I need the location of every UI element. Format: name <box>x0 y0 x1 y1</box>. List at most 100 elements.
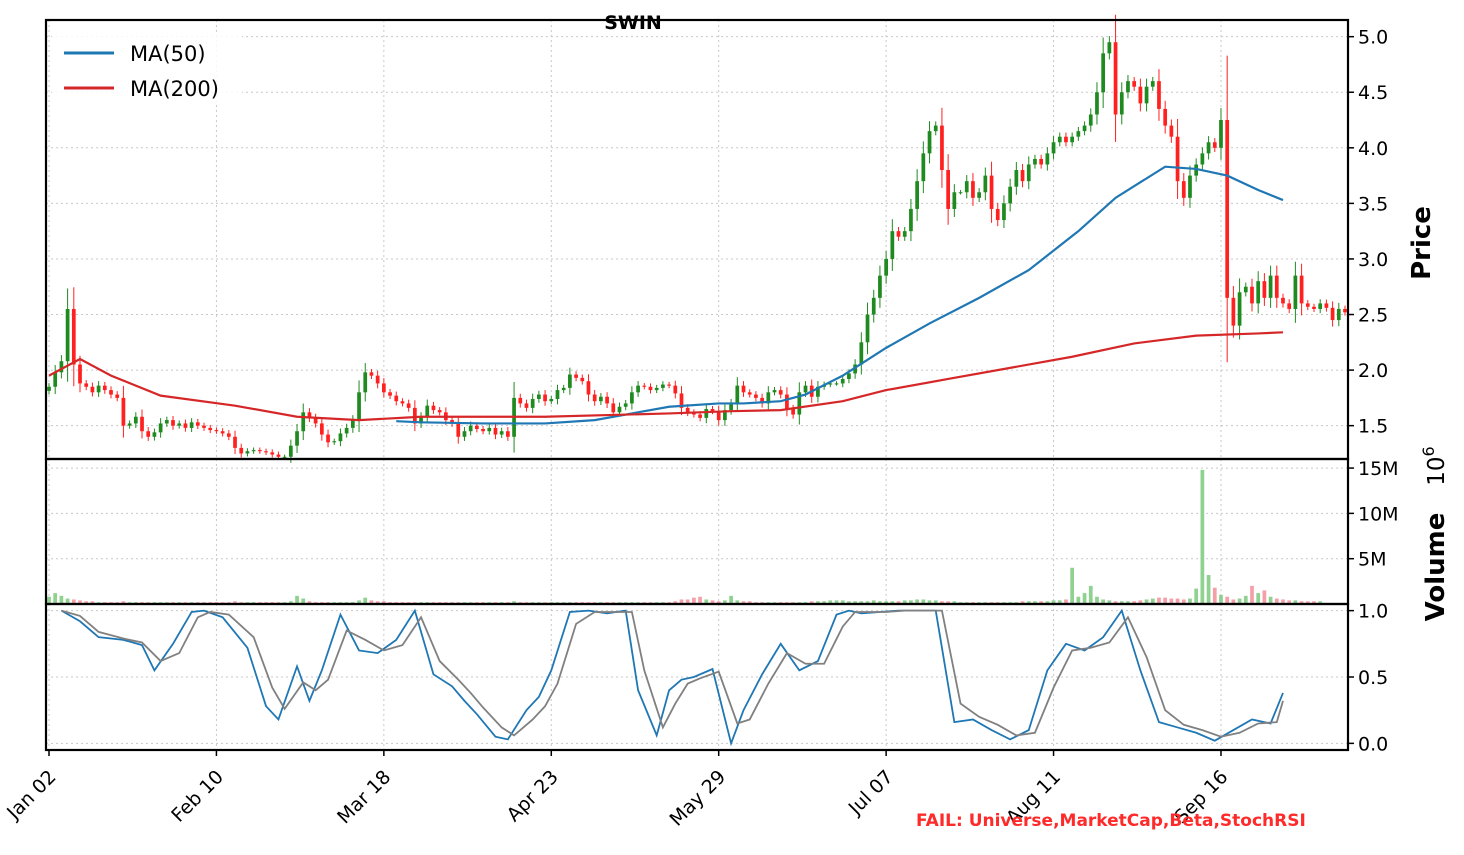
candle-body <box>971 181 975 198</box>
volume-bar <box>828 600 833 604</box>
candle-body <box>1144 86 1149 104</box>
volume-bar <box>1219 594 1223 604</box>
candle-body <box>642 385 647 387</box>
legend-ma200-label: MA(200) <box>130 77 219 101</box>
candle-body <box>654 387 659 391</box>
candle-body <box>568 374 572 388</box>
candle-body <box>543 394 547 402</box>
candle-body <box>319 423 324 435</box>
candle-body <box>940 125 944 171</box>
candle-body <box>1305 303 1310 307</box>
candle-body <box>1299 275 1304 304</box>
candle-body <box>747 392 752 395</box>
price-tick-label: 2.0 <box>1358 360 1388 382</box>
volume-bar <box>1051 600 1056 604</box>
candle-body <box>927 131 932 154</box>
candle-body <box>239 447 244 454</box>
candle-body <box>537 394 541 399</box>
volume-bar <box>1206 575 1211 604</box>
candle-body <box>499 431 504 435</box>
volume-bar <box>1132 601 1137 604</box>
candle-body <box>1057 136 1062 143</box>
volume-bar <box>1194 588 1199 604</box>
candle-body <box>146 431 151 437</box>
volume-bar <box>729 595 733 604</box>
volume-bar <box>710 600 715 604</box>
candle-body <box>307 412 312 418</box>
candle-body <box>1206 142 1211 154</box>
volume-bar <box>1126 601 1130 604</box>
candle-body <box>1076 131 1081 137</box>
candle-body <box>977 192 982 198</box>
candle-body <box>65 308 70 362</box>
candle-body <box>1293 275 1298 309</box>
candle-body <box>282 456 287 458</box>
candle-body <box>1020 170 1025 182</box>
volume-bar <box>940 601 944 604</box>
candle-body <box>1132 81 1137 87</box>
volume-bar <box>1020 601 1025 604</box>
volume-bar <box>1237 598 1242 604</box>
candle-body <box>1256 281 1261 304</box>
volume-bar <box>47 596 51 604</box>
candle-body <box>1336 308 1341 321</box>
price-tick-label: 4.5 <box>1358 82 1388 104</box>
candle-body <box>456 423 461 437</box>
candle-body <box>617 406 622 413</box>
volume-bar <box>735 600 740 604</box>
volume-bar <box>1026 601 1031 604</box>
candle-body <box>152 432 157 437</box>
candle-body <box>834 383 839 385</box>
volume-tick-label: 15M <box>1358 458 1399 480</box>
candle-body <box>226 433 231 437</box>
candle-body <box>648 386 653 391</box>
volume-bar <box>834 600 839 604</box>
candle-body <box>716 411 721 421</box>
candle-body <box>1008 186 1013 204</box>
candle-body <box>636 385 640 393</box>
volume-bar <box>357 600 361 604</box>
candle-body <box>208 427 213 431</box>
stochrsi-tick-label: 1.0 <box>1358 601 1388 623</box>
candle-body <box>946 170 950 209</box>
volume-bar <box>1163 597 1168 604</box>
volume-bar <box>1281 599 1285 604</box>
candle-body <box>623 403 628 407</box>
volume-bar <box>685 599 690 604</box>
candle-body <box>685 407 690 413</box>
candle-body <box>475 425 479 429</box>
volume-bar <box>847 601 851 604</box>
candle-body <box>1113 42 1118 115</box>
candle-body <box>90 386 95 393</box>
volume-bar <box>1057 600 1062 604</box>
candle-body <box>109 390 113 395</box>
volume-bar <box>1268 596 1273 604</box>
price-tick-label: 1.5 <box>1358 416 1388 438</box>
candle-body <box>251 450 256 452</box>
candle-body <box>1287 303 1292 309</box>
candle-body <box>884 258 888 276</box>
candle-body <box>1088 114 1093 126</box>
candle-body <box>580 377 585 382</box>
candle-body <box>1212 142 1217 148</box>
candle-body <box>1107 42 1112 54</box>
candle-body <box>344 427 349 434</box>
volume-bar <box>716 601 721 604</box>
candle-body <box>1330 307 1335 321</box>
svg-text:106: 106 <box>1419 446 1450 485</box>
candle-body <box>412 407 417 424</box>
candle-body <box>487 427 492 432</box>
volume-bar <box>1293 600 1298 604</box>
grid-layer <box>46 20 1348 750</box>
candle-body <box>1343 308 1347 313</box>
candle-body <box>592 394 597 402</box>
candle-body <box>1101 53 1106 93</box>
volume-bar <box>1113 601 1118 604</box>
volume-bar <box>1070 567 1075 604</box>
volume-bar <box>65 598 70 604</box>
candle-body <box>871 297 876 315</box>
candle-body <box>1014 170 1019 187</box>
ma200-line <box>48 331 1284 422</box>
candle-body <box>1033 158 1037 165</box>
volume-bar <box>1064 599 1068 604</box>
